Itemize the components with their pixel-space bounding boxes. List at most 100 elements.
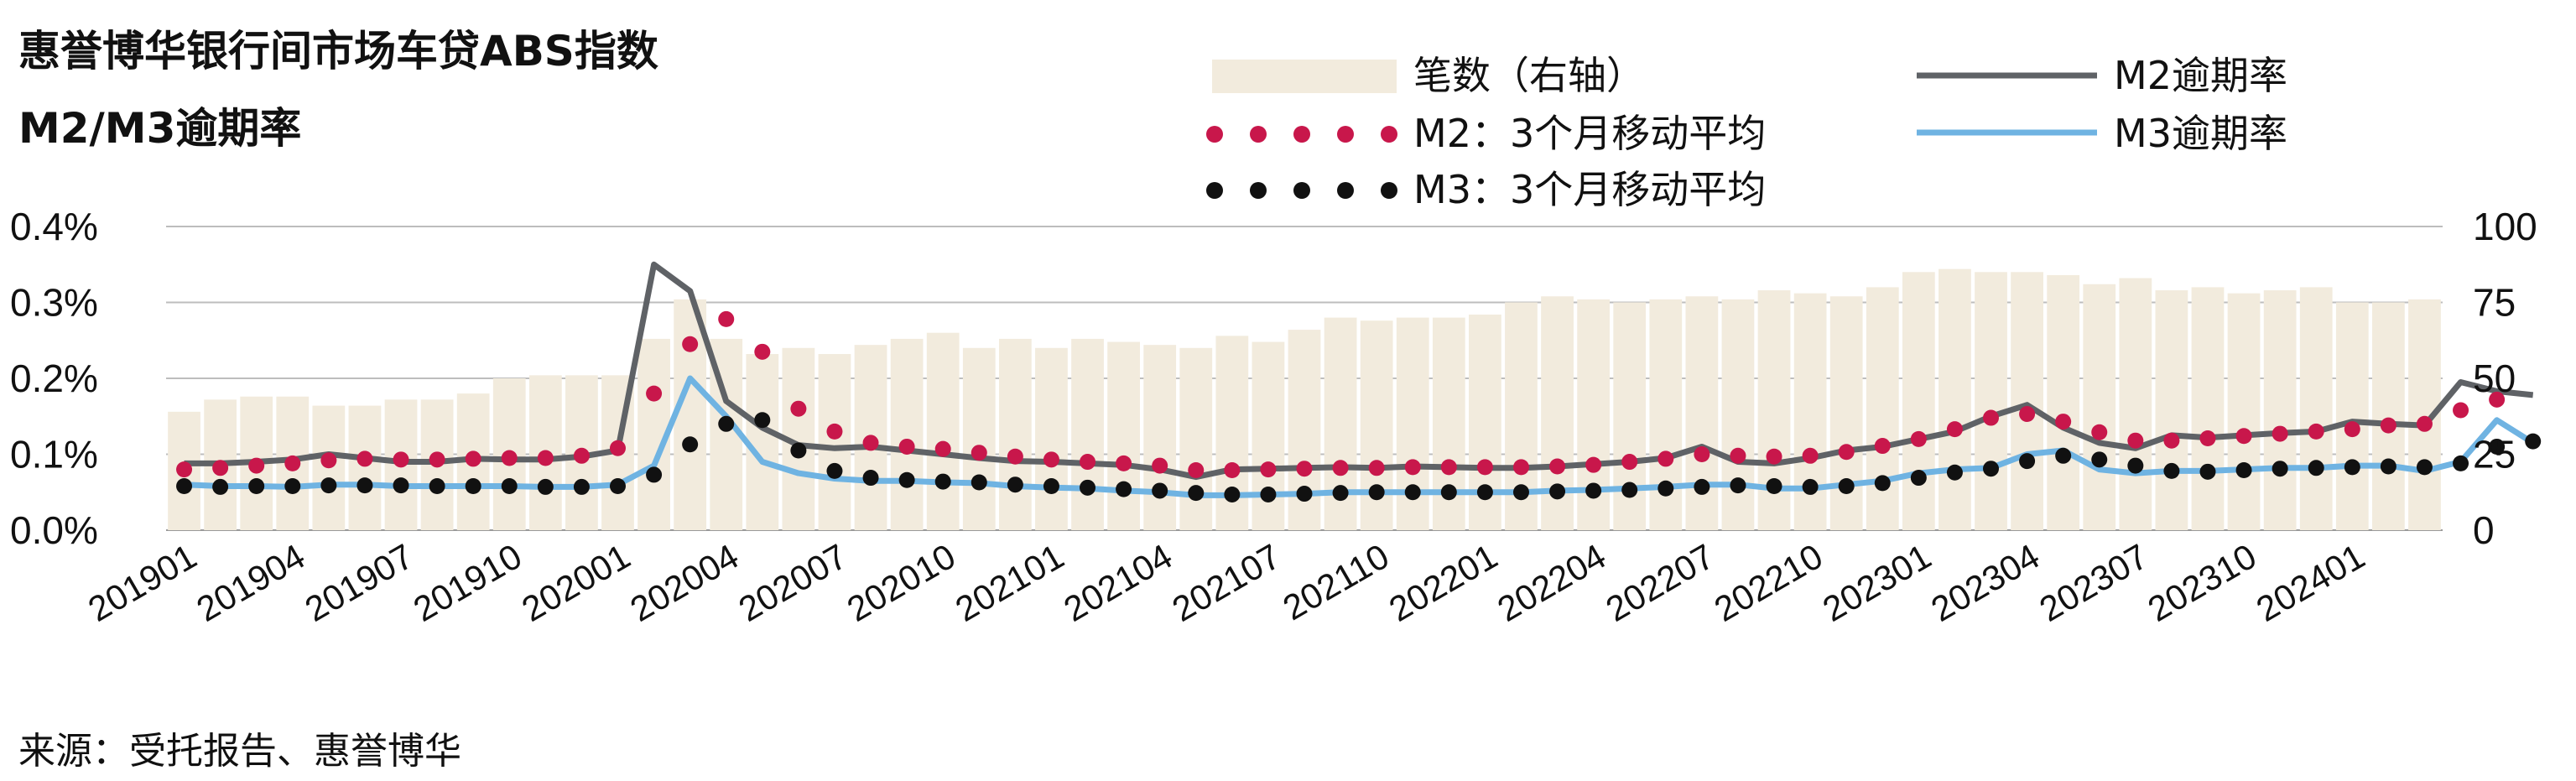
m3-avg-point <box>1802 478 1819 495</box>
m3-avg-point <box>2091 451 2108 468</box>
right-tick-label: 25 <box>2473 433 2516 476</box>
x-tick-label: 202010 <box>840 536 962 629</box>
bar <box>746 354 779 530</box>
right-tick-label: 75 <box>2473 281 2516 325</box>
m2-avg-point <box>1404 459 1421 476</box>
right-axis: 0 25 50 75 100 <box>2473 205 2537 552</box>
m3-avg-point <box>1440 484 1457 501</box>
m2-avg-point <box>898 438 915 455</box>
m3-avg-point <box>176 478 193 495</box>
m2-avg-point <box>537 450 554 466</box>
bar <box>1829 296 1863 530</box>
bar <box>1685 296 1719 530</box>
x-tick-label: 202201 <box>1382 536 1504 629</box>
m2-avg-point <box>176 461 193 478</box>
m3-avg-point <box>1224 486 1241 502</box>
m3-avg-point <box>248 478 265 495</box>
legend-bars-label: 笔数（右轴） <box>1413 53 1645 98</box>
m3-avg-point <box>2380 458 2396 475</box>
x-tick-label: 202004 <box>623 536 745 629</box>
x-tick-label: 202401 <box>2250 536 2371 629</box>
bar <box>348 405 382 530</box>
m2-avg-point <box>573 447 590 464</box>
legend-m3-avg-dot <box>1381 182 1397 199</box>
m2-avg-point <box>212 460 229 476</box>
m2-avg-point <box>1874 438 1891 455</box>
x-tick-label: 202310 <box>2141 536 2263 629</box>
m3-avg-point <box>934 473 951 490</box>
m3-avg-point <box>1152 482 1168 499</box>
m3-avg-point <box>1766 478 1782 495</box>
m3-avg-point <box>790 442 807 459</box>
m3-avg-point <box>2235 462 2252 479</box>
m2-avg-point <box>1260 461 1277 478</box>
x-tick-label: 202210 <box>1708 536 1829 629</box>
m2-avg-point <box>2055 414 2072 430</box>
m2-avg-point <box>1368 460 1385 476</box>
legend-m2-avg-dot <box>1293 126 1310 143</box>
m2-avg-point <box>1080 454 1096 471</box>
m2-avg-point <box>2380 417 2396 434</box>
x-tick-label: 201910 <box>407 536 528 629</box>
left-tick-label: 0.2% <box>10 357 98 400</box>
m3-avg-point <box>1368 484 1385 501</box>
m2-avg-point <box>1188 462 1205 479</box>
m2-avg-point <box>1332 460 1349 476</box>
m2-avg-point <box>1946 421 1963 438</box>
m2-avg-point <box>1440 459 1457 476</box>
m2-avg-point <box>1476 459 1493 476</box>
x-tick-label: 202207 <box>1599 536 1720 629</box>
m2-avg-point <box>862 435 879 451</box>
bar <box>962 347 996 530</box>
m2-avg-point <box>2308 423 2324 440</box>
m3-avg-point <box>2308 460 2324 476</box>
m3-avg-point <box>320 477 337 494</box>
bar <box>1939 268 1971 530</box>
m2-avg-point <box>609 440 626 456</box>
x-tick-label: 202204 <box>1491 536 1612 629</box>
m2-avg-point <box>284 455 301 471</box>
m2-avg-point <box>1621 454 1638 471</box>
m2-avg-point <box>2091 424 2108 440</box>
x-axis: 2019012019042019072019102020012020042020… <box>81 536 2371 629</box>
m3-avg-point <box>573 478 590 495</box>
m3-avg-point <box>1946 464 1963 481</box>
bar <box>818 354 851 530</box>
legend-m2-avg-dot <box>1381 126 1397 143</box>
m2-avg-point <box>2019 406 2036 423</box>
m3-avg-point <box>1260 486 1277 502</box>
m3-avg-point <box>501 478 518 495</box>
m3-avg-point <box>356 477 373 494</box>
m3-avg-point <box>646 466 663 483</box>
x-tick-label: 202101 <box>949 536 1070 629</box>
m2-avg-point <box>826 423 843 440</box>
m2-avg-point <box>429 451 445 468</box>
m3-avg-point <box>1694 478 1710 495</box>
m2-avg-point <box>1766 448 1782 465</box>
x-tick-label: 201907 <box>299 536 420 629</box>
m2-avg-point <box>1838 444 1855 461</box>
bar <box>2155 290 2188 530</box>
bar <box>2371 302 2405 530</box>
legend-m3-label: M3逾期率 <box>2114 111 2287 156</box>
m3-avg-point <box>718 415 735 432</box>
m2-avg-point <box>1585 456 1602 473</box>
m3-avg-point <box>2453 455 2469 471</box>
m3-avg-point <box>826 462 843 479</box>
bar <box>926 332 960 530</box>
bar <box>1975 272 2007 530</box>
dot-series <box>176 310 2542 502</box>
bar <box>2299 287 2333 530</box>
legend-m3-avg-dot <box>1337 182 1354 199</box>
m3-avg-point <box>898 471 915 488</box>
m2-avg-point <box>2127 432 2144 449</box>
legend-bars-swatch <box>1212 60 1397 93</box>
left-axis: 0.0% 0.1% 0.2% 0.3% 0.4% <box>10 205 98 552</box>
m2-avg-point <box>2163 432 2180 449</box>
bar <box>1866 287 1899 530</box>
left-tick-label: 0.0% <box>10 508 98 552</box>
legend-m2-label: M2逾期率 <box>2114 53 2287 98</box>
m2-avg-point <box>501 450 518 466</box>
m2-avg-point <box>1657 450 1674 467</box>
m2-avg-point <box>320 452 337 469</box>
